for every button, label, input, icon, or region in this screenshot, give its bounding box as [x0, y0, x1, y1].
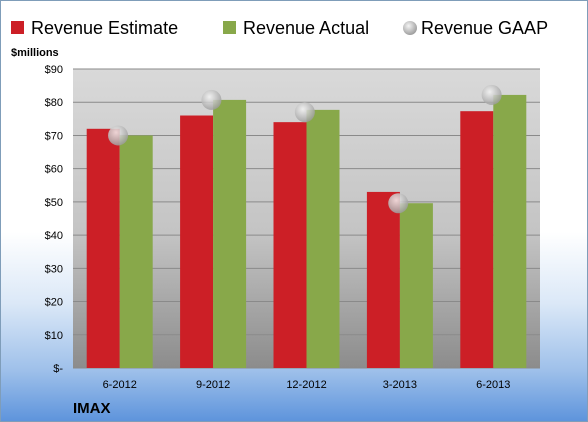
legend-swatch-revenue-estimate [11, 21, 24, 34]
bar-revenue-estimate-3-2013 [366, 191, 400, 368]
marker-revenue-gaap-9-2012 [201, 89, 222, 110]
legend-marker-revenue-gaap [403, 21, 417, 35]
bar-revenue-estimate-6-2012 [86, 128, 120, 368]
x-tick-label: 12-2012 [286, 379, 326, 391]
y-tick-label: $30 [45, 263, 63, 275]
y-axis-ticks: $- $10 $20 $30 $40 $50 $60 $70 $80 $90 [45, 64, 64, 375]
bar-revenue-estimate-9-2012 [180, 115, 214, 368]
marker-revenue-gaap-6-2012 [108, 125, 129, 146]
x-tick-label: 6-2012 [103, 379, 137, 391]
x-axis-ticks: 6-2012 9-2012 12-2012 3-2013 6-2013 [103, 379, 511, 391]
legend-label-revenue-gaap: Revenue GAAP [421, 18, 548, 38]
bar-revenue-actual-3-2013 [399, 203, 433, 368]
company-label: IMAX [73, 400, 111, 417]
bar-revenue-estimate-12-2012 [273, 122, 307, 369]
y-tick-label: $90 [45, 64, 63, 76]
y-tick-label: $70 [45, 130, 63, 142]
y-tick-label: $60 [45, 164, 63, 176]
bar-revenue-actual-6-2012 [119, 135, 153, 368]
legend-label-revenue-actual: Revenue Actual [243, 18, 369, 38]
bar-revenue-estimate-6-2013 [460, 111, 494, 368]
marker-revenue-gaap-6-2013 [481, 84, 502, 105]
y-tick-label: $80 [45, 97, 63, 109]
x-tick-label: 3-2013 [383, 379, 417, 391]
marker-revenue-gaap-12-2012 [294, 102, 315, 123]
gaap-markers [108, 84, 502, 214]
legend-swatch-revenue-actual [223, 21, 236, 34]
bar-revenue-actual-9-2012 [213, 99, 247, 368]
legend: Revenue Estimate Revenue Actual Revenue … [11, 18, 548, 38]
y-tick-label: $- [53, 363, 63, 375]
legend-label-revenue-estimate: Revenue Estimate [31, 18, 178, 38]
marker-revenue-gaap-3-2013 [388, 193, 409, 214]
y-tick-label: $40 [45, 230, 63, 242]
x-tick-label: 6-2013 [476, 379, 510, 391]
y-tick-label: $20 [45, 297, 63, 309]
x-tick-label: 9-2012 [196, 379, 230, 391]
y-axis-unit-label: $millions [11, 47, 59, 59]
bar-revenue-actual-12-2012 [306, 109, 340, 368]
y-tick-label: $10 [45, 330, 63, 342]
y-tick-label: $50 [45, 197, 63, 209]
bar-revenue-actual-6-2013 [493, 94, 527, 368]
bars [86, 94, 527, 369]
